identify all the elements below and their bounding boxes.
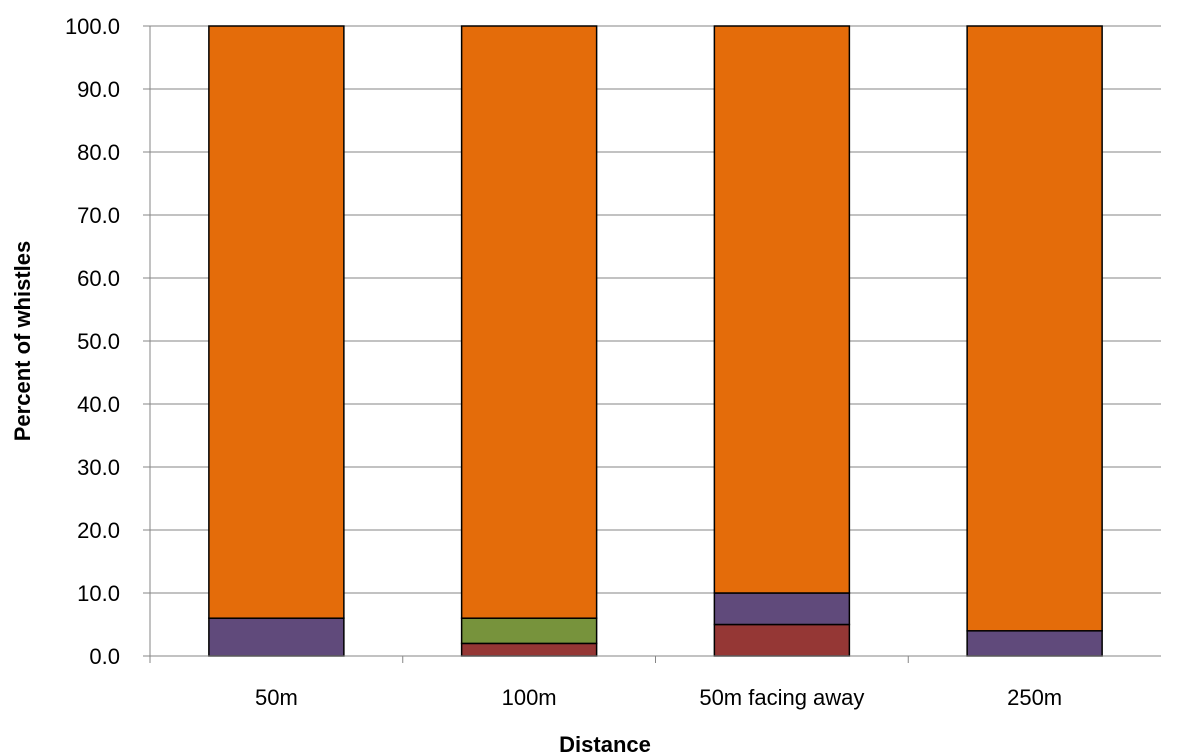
y-tick-label: 90.0 (77, 77, 120, 102)
y-tick-label: 70.0 (77, 203, 120, 228)
x-tick-label: 100m (502, 685, 557, 710)
y-axis-title: Percent of whistles (10, 241, 35, 442)
bars (208, 25, 1103, 657)
bar-segment (460, 617, 598, 645)
y-tick-label: 30.0 (77, 455, 120, 480)
bar-segment (208, 617, 345, 657)
y-tick-label: 80.0 (77, 140, 120, 165)
x-tick-label: 250m (1007, 685, 1062, 710)
bar-segment (208, 25, 345, 619)
y-tick-labels: 0.0 10.0 20.0 30.0 40.0 50.0 60.0 70.0 80.0 90.0 1… (65, 14, 120, 669)
y-tick-label: 40.0 (77, 392, 120, 417)
x-tick-label: 50m facing away (699, 685, 864, 710)
bar-segment (966, 630, 1103, 657)
bar-segment (460, 642, 598, 657)
bar-segment (713, 623, 851, 657)
y-tick-label: 60.0 (77, 266, 120, 291)
bar-segment (713, 25, 851, 594)
y-tick-label: 10.0 (77, 581, 120, 606)
y-tick-label: 100.0 (65, 14, 120, 39)
bar-segment (966, 25, 1103, 632)
y-tick-label: 50.0 (77, 329, 120, 354)
y-tick-label: 0.0 (89, 644, 120, 669)
x-tick-labels: 50m 100m 50m facing away 250m (255, 685, 1062, 710)
x-axis-title: Distance (559, 732, 651, 756)
x-tick-label: 50m (255, 685, 298, 710)
bar-segment (460, 25, 598, 619)
y-tick-label: 20.0 (77, 518, 120, 543)
bar-segment (713, 592, 851, 626)
axes (143, 25, 1161, 663)
